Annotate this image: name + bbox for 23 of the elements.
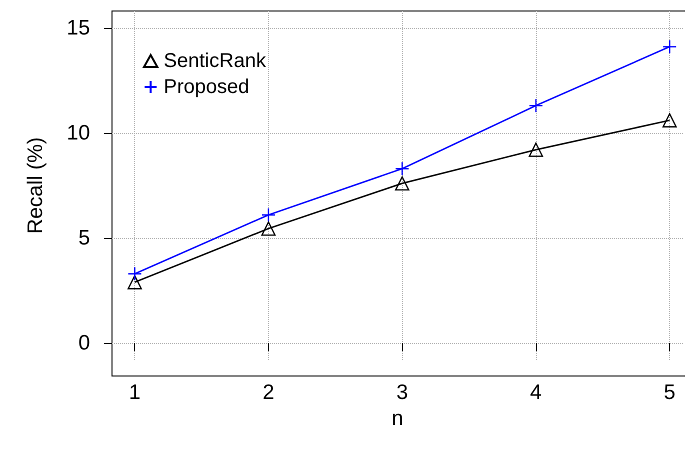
legend-label: Proposed [164,76,250,98]
point [261,221,276,236]
x-tick-label: 2 [262,381,274,404]
point [395,176,410,191]
x-tick-label: 5 [664,381,676,404]
y-axis-title: Recall (%) [24,137,47,234]
y-tick-label: 0 [78,332,90,355]
x-tick-label: 4 [530,381,542,404]
point [528,98,544,113]
legend-label: SenticRank [164,50,267,72]
y-tick-label: 10 [66,121,90,144]
point [128,266,142,281]
point [261,208,276,222]
x-axis-title: n [392,407,404,430]
point [662,40,677,54]
y-tick-label: 15 [66,16,90,40]
point [528,142,544,157]
point [662,113,677,128]
x-tick-label: 1 [128,381,141,404]
x-tick-label: 3 [396,381,408,404]
point [128,275,142,290]
point [395,162,410,176]
y-tick-label: 5 [78,226,90,250]
